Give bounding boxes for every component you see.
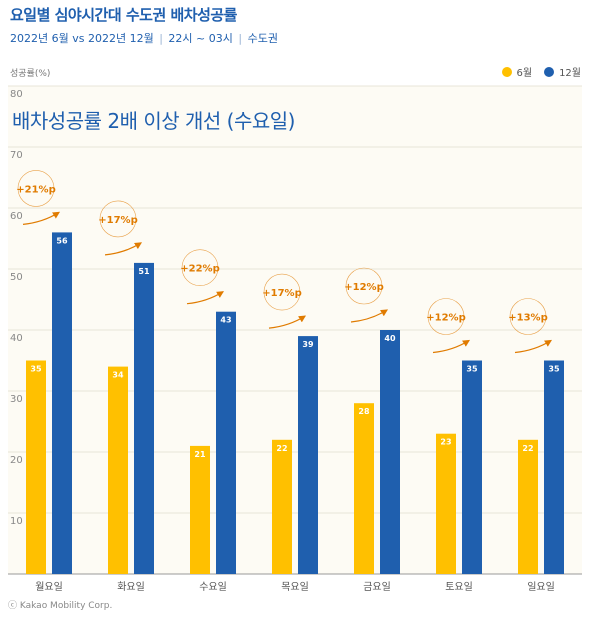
y-tick-label: 20 [10,455,23,466]
improvement-arrow [186,291,225,305]
annotation-circle [345,267,383,305]
bar-june [272,439,292,574]
legend-label-december: 12월 [559,68,581,79]
data-label-june: 22 [276,444,287,453]
bar-december [298,336,318,574]
y-axis-label: 성공률(%) [10,69,51,79]
bar-june [436,433,456,574]
legend-item-december: 12월 [544,64,581,79]
bar-december [462,360,482,574]
legend-label-june: 6월 [516,68,533,79]
bar-june [354,403,374,574]
data-label-december: 43 [220,316,231,325]
data-label-december: 40 [384,334,396,343]
improvement-arrow [432,339,471,354]
legend-swatch-june [501,66,512,77]
x-tick-label: 목요일 [281,581,309,593]
legend-swatch-december [544,66,555,77]
annotation-circle [509,298,547,335]
copyright-footer: ⓒ Kakao Mobility Corp. [8,601,113,611]
y-tick-label: 60 [10,211,23,222]
annotation-circle [263,273,301,311]
legend: 6월 12월 [501,64,581,79]
bar-december [134,262,154,574]
improvement-arrow [268,315,307,329]
bar-december [544,360,564,574]
data-label-december: 35 [466,365,478,374]
improvement-arrow [514,339,553,354]
data-label-june: 21 [194,450,206,459]
annotation-circle [181,249,219,287]
improvement-arrow [350,309,389,323]
bar-december [380,330,400,574]
annotation-label: +13%p [508,313,547,324]
chart-subtitle: 2022년 6월 vs 2022년 12월 | 22시 ~ 03시 | 수도권 [10,30,278,46]
annotation-label: +17%p [262,288,301,299]
y-tick-label: 10 [10,516,23,527]
period-text: 2022년 6월 vs 2022년 12월 [10,32,154,45]
annotation-label: +12%p [426,313,465,324]
time-text: 22시 ~ 03시 [168,32,233,45]
improvement-arrow [104,242,143,256]
y-tick-label: 50 [10,272,23,283]
y-tick-label: 40 [10,333,23,344]
x-tick-label: 토요일 [445,581,473,593]
data-label-june: 35 [30,365,42,374]
data-label-june: 28 [358,407,370,416]
bar-june [518,439,538,574]
x-tick-label: 일요일 [527,581,555,593]
data-label-june: 22 [522,444,533,453]
separator: | [238,32,243,45]
data-label-june: 34 [112,371,124,380]
bar-june [190,445,210,574]
data-label-december: 35 [548,365,560,374]
x-tick-label: 화요일 [117,581,145,593]
data-label-december: 56 [56,236,68,245]
annotation-circle [427,298,465,335]
improvement-arrow [22,211,61,225]
y-tick-label: 30 [10,394,23,405]
data-label-december: 39 [302,340,314,349]
legend-item-june: 6월 [501,64,533,79]
annotation-label: +12%p [344,282,383,293]
annotation-label: +22%p [180,264,219,275]
bar-june [108,366,128,574]
chart-headline: 배차성공률 2배 이상 개선 (수요일) [12,109,295,133]
bar-june [26,360,46,574]
chart-title: 요일별 심야시간대 수도권 배차성공률 [10,6,237,24]
x-tick-label: 금요일 [363,581,391,593]
y-tick-label: 70 [10,150,23,161]
annotation-circle [99,200,137,238]
x-tick-label: 수요일 [199,581,227,593]
annotation-label: +21%p [16,184,55,195]
data-label-june: 23 [440,438,451,447]
data-label-december: 51 [138,267,150,276]
separator: | [159,32,163,45]
chart-header: 요일별 심야시간대 수도권 배차성공률 2022년 6월 vs 2022년 12… [10,4,278,46]
y-tick-label: 80 [10,89,23,100]
bar-december [216,311,236,574]
region-text: 수도권 [247,32,278,45]
bar-december [52,232,72,574]
x-tick-label: 월요일 [35,581,63,593]
annotation-label: +17%p [98,215,137,226]
annotation-circle [17,170,55,207]
